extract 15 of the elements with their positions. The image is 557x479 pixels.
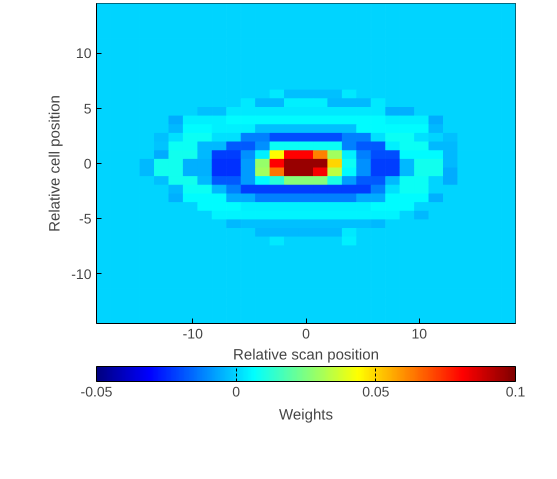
color-bar-label: 0.1 <box>506 384 526 400</box>
y-tick-label: 0 <box>84 156 92 172</box>
y-tick-label: 5 <box>84 100 92 116</box>
color-bar-label: 0 <box>232 384 240 400</box>
y-tick-label: -10 <box>71 266 92 282</box>
x-axis-title: Relative scan position <box>233 346 379 364</box>
x-tick-label: 10 <box>411 326 428 342</box>
y-axis-title: Relative cell position <box>46 95 64 232</box>
color-bar-label: 0.05 <box>362 384 390 400</box>
y-tick-label: 10 <box>76 45 92 62</box>
color-bar-label: -0.05 <box>80 384 113 400</box>
x-tick-label: -10 <box>182 326 204 342</box>
color-bar-title: Weights <box>279 406 333 424</box>
y-tick-label: -5 <box>79 210 92 227</box>
x-tick-label: 0 <box>302 326 310 342</box>
